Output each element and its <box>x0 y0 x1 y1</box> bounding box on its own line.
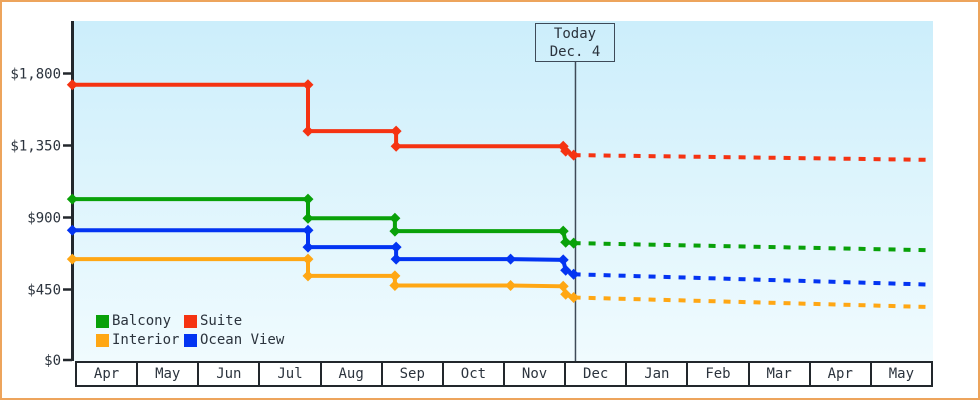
series-interior-marker <box>302 270 314 282</box>
legend-swatch-ocean-view <box>184 333 197 347</box>
legend-label-interior: Interior <box>112 332 180 348</box>
series-interior-marker <box>389 280 401 291</box>
series-balcony-marker <box>568 237 580 249</box>
series-suite-marker <box>560 145 572 157</box>
series-interior-marker <box>560 288 572 300</box>
series-balcony-marker <box>560 236 572 248</box>
today-flag: Today Dec. 4 <box>535 23 615 62</box>
series-suite-marker <box>66 79 78 91</box>
series-balcony-marker <box>66 193 78 205</box>
series-balcony-marker <box>389 212 401 224</box>
series-suite-marker <box>568 149 580 161</box>
series-interior-marker <box>505 280 517 291</box>
y-axis-label: $450 <box>27 283 61 299</box>
legend-item-suite: Suite <box>184 313 284 329</box>
month-cell-apr: Apr <box>93 366 120 382</box>
month-cell-may: May <box>869 363 931 385</box>
y-axis-label: $0 <box>44 353 61 369</box>
legend-swatch-suite <box>184 314 197 328</box>
series-balcony-marker <box>302 212 314 224</box>
month-cell-dec: Dec <box>564 363 625 385</box>
series-suite-marker <box>390 125 402 137</box>
series-balcony-marker <box>389 225 401 237</box>
legend-label-suite: Suite <box>200 313 243 329</box>
y-axis-label: $900 <box>27 211 61 227</box>
y-axis-label: $1,350 <box>10 139 61 155</box>
month-cell-mar: Mar <box>747 363 809 385</box>
series-interior-marker <box>66 253 78 265</box>
month-cell-nov: Nov <box>502 363 564 385</box>
legend-item-interior: Interior <box>96 332 184 348</box>
legend-swatch-interior <box>96 333 109 347</box>
series-ocean-view-marker <box>560 264 572 276</box>
month-cell-jan: Jan <box>625 363 686 385</box>
month-cell-apr: Apr <box>808 363 870 385</box>
legend-item-balcony: Balcony <box>96 313 184 329</box>
month-cell-jun: Jun <box>197 363 258 385</box>
series-ocean-view-marker <box>390 241 402 253</box>
series-interior-marker <box>302 253 314 265</box>
series-interior-marker <box>557 280 569 292</box>
month-cell-jul: Jul <box>258 363 319 385</box>
series-ocean-view-marker <box>505 253 517 265</box>
series-ocean-view-marker <box>390 253 402 265</box>
series-ocean-view-marker <box>568 268 580 280</box>
series-ocean-view-marker <box>557 254 569 266</box>
series-ocean-view-marker <box>302 224 314 236</box>
series-interior-marker <box>389 270 401 282</box>
series-balcony-marker <box>302 193 314 205</box>
series-ocean-view-marker <box>66 224 78 236</box>
month-cell-may: May <box>136 363 197 385</box>
month-cell-oct: Oct <box>441 363 503 385</box>
legend-swatch-balcony <box>96 314 109 328</box>
month-cell-sep: Sep <box>380 363 442 385</box>
series-ocean-view-marker <box>302 241 314 253</box>
month-cell-aug: Aug <box>319 363 381 385</box>
legend-item-ocean-view: Ocean View <box>184 332 285 348</box>
y-axis-label: $1,800 <box>10 67 61 83</box>
month-cell-feb: Feb <box>686 363 747 385</box>
series-interior-marker <box>568 292 580 303</box>
series-suite-marker <box>302 125 314 137</box>
legend-label-ocean-view: Ocean View <box>200 332 285 348</box>
today-flag-line2: Dec. 4 <box>549 43 601 60</box>
today-flag-line1: Today <box>553 25 597 42</box>
series-balcony-marker <box>557 225 569 237</box>
series-suite-marker <box>302 79 314 91</box>
plot-background <box>72 21 933 361</box>
x-axis-month-table: Apr May Jun Jul Aug Sep Oct Nov Dec Jan Feb Mar Apr M… <box>75 361 933 387</box>
legend-label-balcony: Balcony <box>112 313 172 329</box>
chart-legend: Balcony Suite Interior Ocean View <box>96 313 285 348</box>
series-suite-marker <box>390 140 402 152</box>
